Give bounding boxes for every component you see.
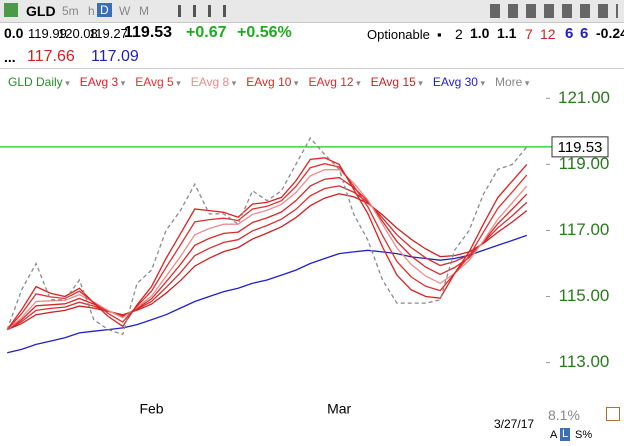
quote-change: +0.67 [186,24,227,41]
interval[interactable]: M [139,4,149,18]
tool-icons[interactable] [490,4,618,18]
interval-active[interactable]: D [97,3,112,17]
quote: 120.08 [58,26,98,41]
button[interactable]: A [550,429,558,441]
series-line [6,163,528,331]
legend-entry[interactable]: EAvg 10 [246,75,298,89]
series-line [6,157,528,330]
series-line [6,193,528,331]
quote: 7 [525,26,533,42]
legend: GLD Daily EAvg 3 EAvg 5 EAvg 8 EAvg 10 EAvg 1… [8,75,539,89]
series-line [6,136,528,336]
series-line [7,234,528,354]
interval[interactable]: h [88,4,95,18]
legend-entry[interactable]: GLD Daily [8,75,70,89]
legend-entry[interactable]: EAvg 5 [135,75,181,89]
toolbar [0,0,624,23]
quote: 117.66 [27,48,75,65]
interval[interactable]: 5m [62,4,79,18]
legend-entry[interactable]: EAvg 3 [80,75,126,89]
button[interactable]: L [560,428,571,441]
interval[interactable]: W [119,4,131,18]
quote-change-pct: +0.56% [237,24,292,41]
quote: 2 [455,26,463,42]
price-label: 119.53 [558,139,603,156]
quote: 0.0 [4,25,24,41]
quote: -0.24 [596,25,624,41]
button[interactable]: S% [575,429,593,441]
y-tick-label: 119.00 [559,154,610,173]
legend-entry[interactable]: EAvg 12 [308,75,360,89]
quote-last: 119.53 [124,24,173,41]
y-tick-label: 117.00 [559,220,610,239]
quote: 1.0 [470,25,490,41]
quote: 6 [580,25,589,42]
separator [0,68,624,69]
price-box [551,136,609,158]
quote: Optionable [367,27,430,42]
legend-entry[interactable]: EAvg 8 [191,75,237,89]
y-tick-label: 113.00 [559,352,610,371]
x-tick-label: Feb [139,401,163,417]
legend-entry[interactable]: EAvg 15 [371,75,423,89]
symbol[interactable]: GLD [26,3,56,19]
series-line [6,176,528,331]
quote: 119.99 [28,26,67,41]
y-tick-label: 121.00 [558,88,610,107]
footer-percent: 8.1% [548,407,580,423]
legend-more[interactable]: More [495,75,529,89]
quote: ... [4,49,16,65]
x-tick-label: Mar [327,401,351,417]
legend-entry[interactable]: EAvg 30 [433,75,485,89]
series-line [6,169,528,331]
quote: 12 [540,26,556,42]
y-tick-label: 115.00 [559,286,610,305]
series-line [6,185,528,331]
tool-icons[interactable] [178,5,238,17]
icon[interactable] [4,3,18,17]
quote: 117.09 [91,48,139,65]
footer-date: 3/27/17 [494,417,535,431]
quote: 1.1 [497,25,517,41]
quote: 6 [565,25,574,42]
icon[interactable] [606,407,620,421]
quote: 119.27 [89,26,128,41]
